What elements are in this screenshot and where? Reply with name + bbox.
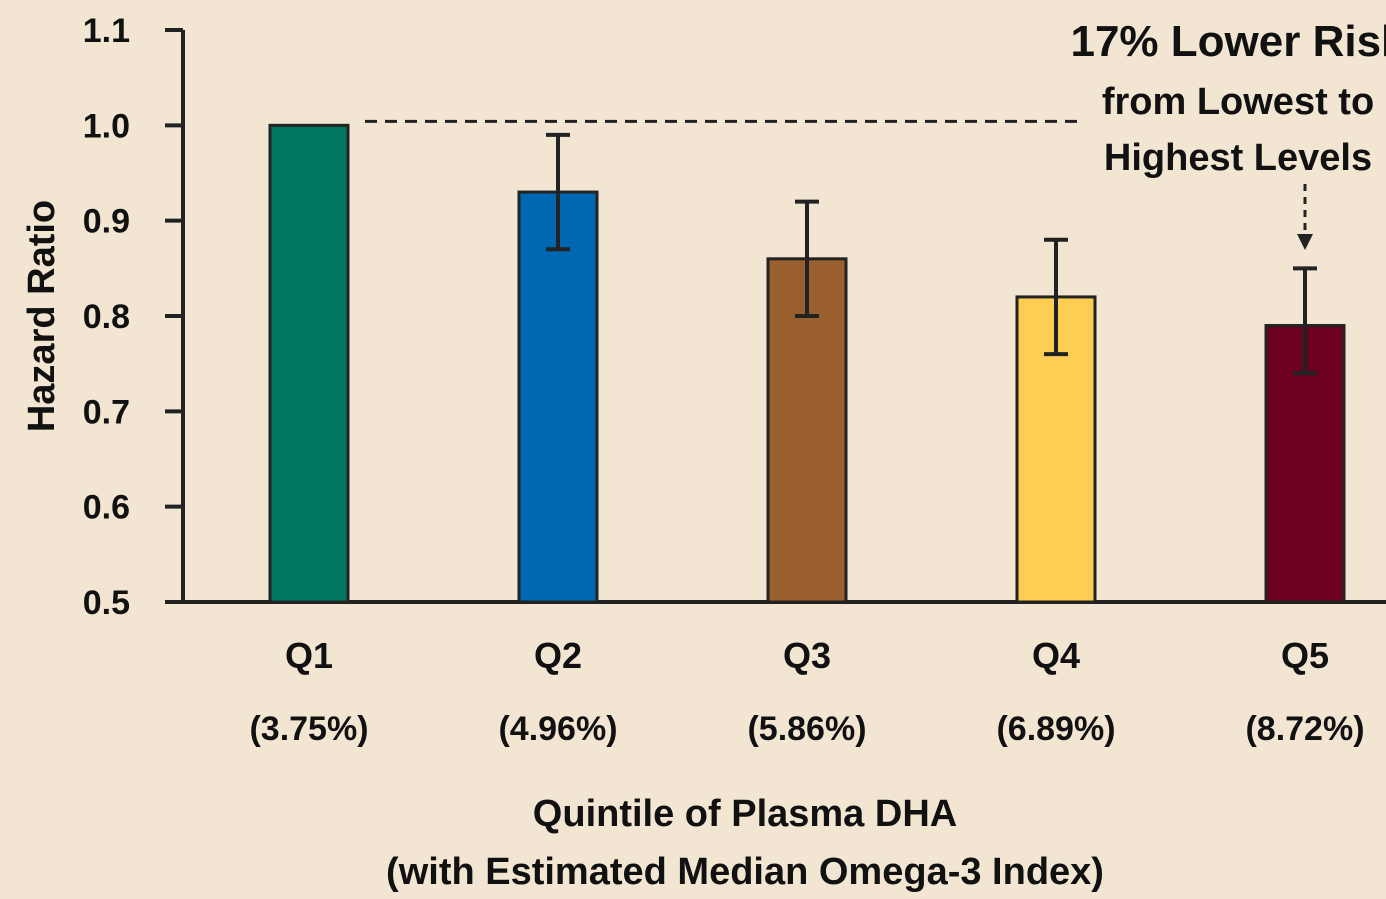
bar-q1 [268, 123, 350, 604]
annotation-line-2: Highest Levels [1104, 137, 1372, 179]
x-tick-sublabel: (4.96%) [498, 710, 617, 748]
x-tick-sublabel: (5.86%) [747, 710, 866, 748]
x-tick-label: Q2 [534, 635, 582, 676]
x-tick-label: Q4 [1032, 635, 1080, 676]
y-tick-label: 0.8 [83, 298, 130, 336]
x-tick-sublabel: (3.75%) [249, 710, 368, 748]
x-tick-label: Q5 [1281, 635, 1329, 676]
y-tick-label: 1.1 [83, 12, 130, 50]
x-tick-sublabel: (6.89%) [996, 710, 1115, 748]
x-tick-sublabel: (8.72%) [1245, 710, 1364, 748]
annotation-line-1: from Lowest to [1102, 81, 1374, 123]
x-tick-label: Q3 [783, 635, 831, 676]
y-tick-label: 0.5 [83, 584, 130, 622]
bar-q2 [517, 190, 599, 604]
y-axis-title: Hazard Ratio [21, 200, 63, 432]
y-tick-label: 0.9 [83, 203, 130, 241]
y-tick-label: 0.7 [83, 393, 130, 431]
x-axis-title-line2: (with Estimated Median Omega-3 Index) [386, 851, 1104, 893]
annotation-arrow-head [1297, 234, 1313, 250]
y-tick-label: 0.6 [83, 489, 130, 527]
x-tick-label: Q1 [285, 635, 333, 676]
annotation-headline: 17% Lower Risk [1070, 17, 1386, 66]
x-axis-title-line1: Quintile of Plasma DHA [533, 793, 957, 835]
y-tick-label: 1.0 [83, 107, 130, 145]
